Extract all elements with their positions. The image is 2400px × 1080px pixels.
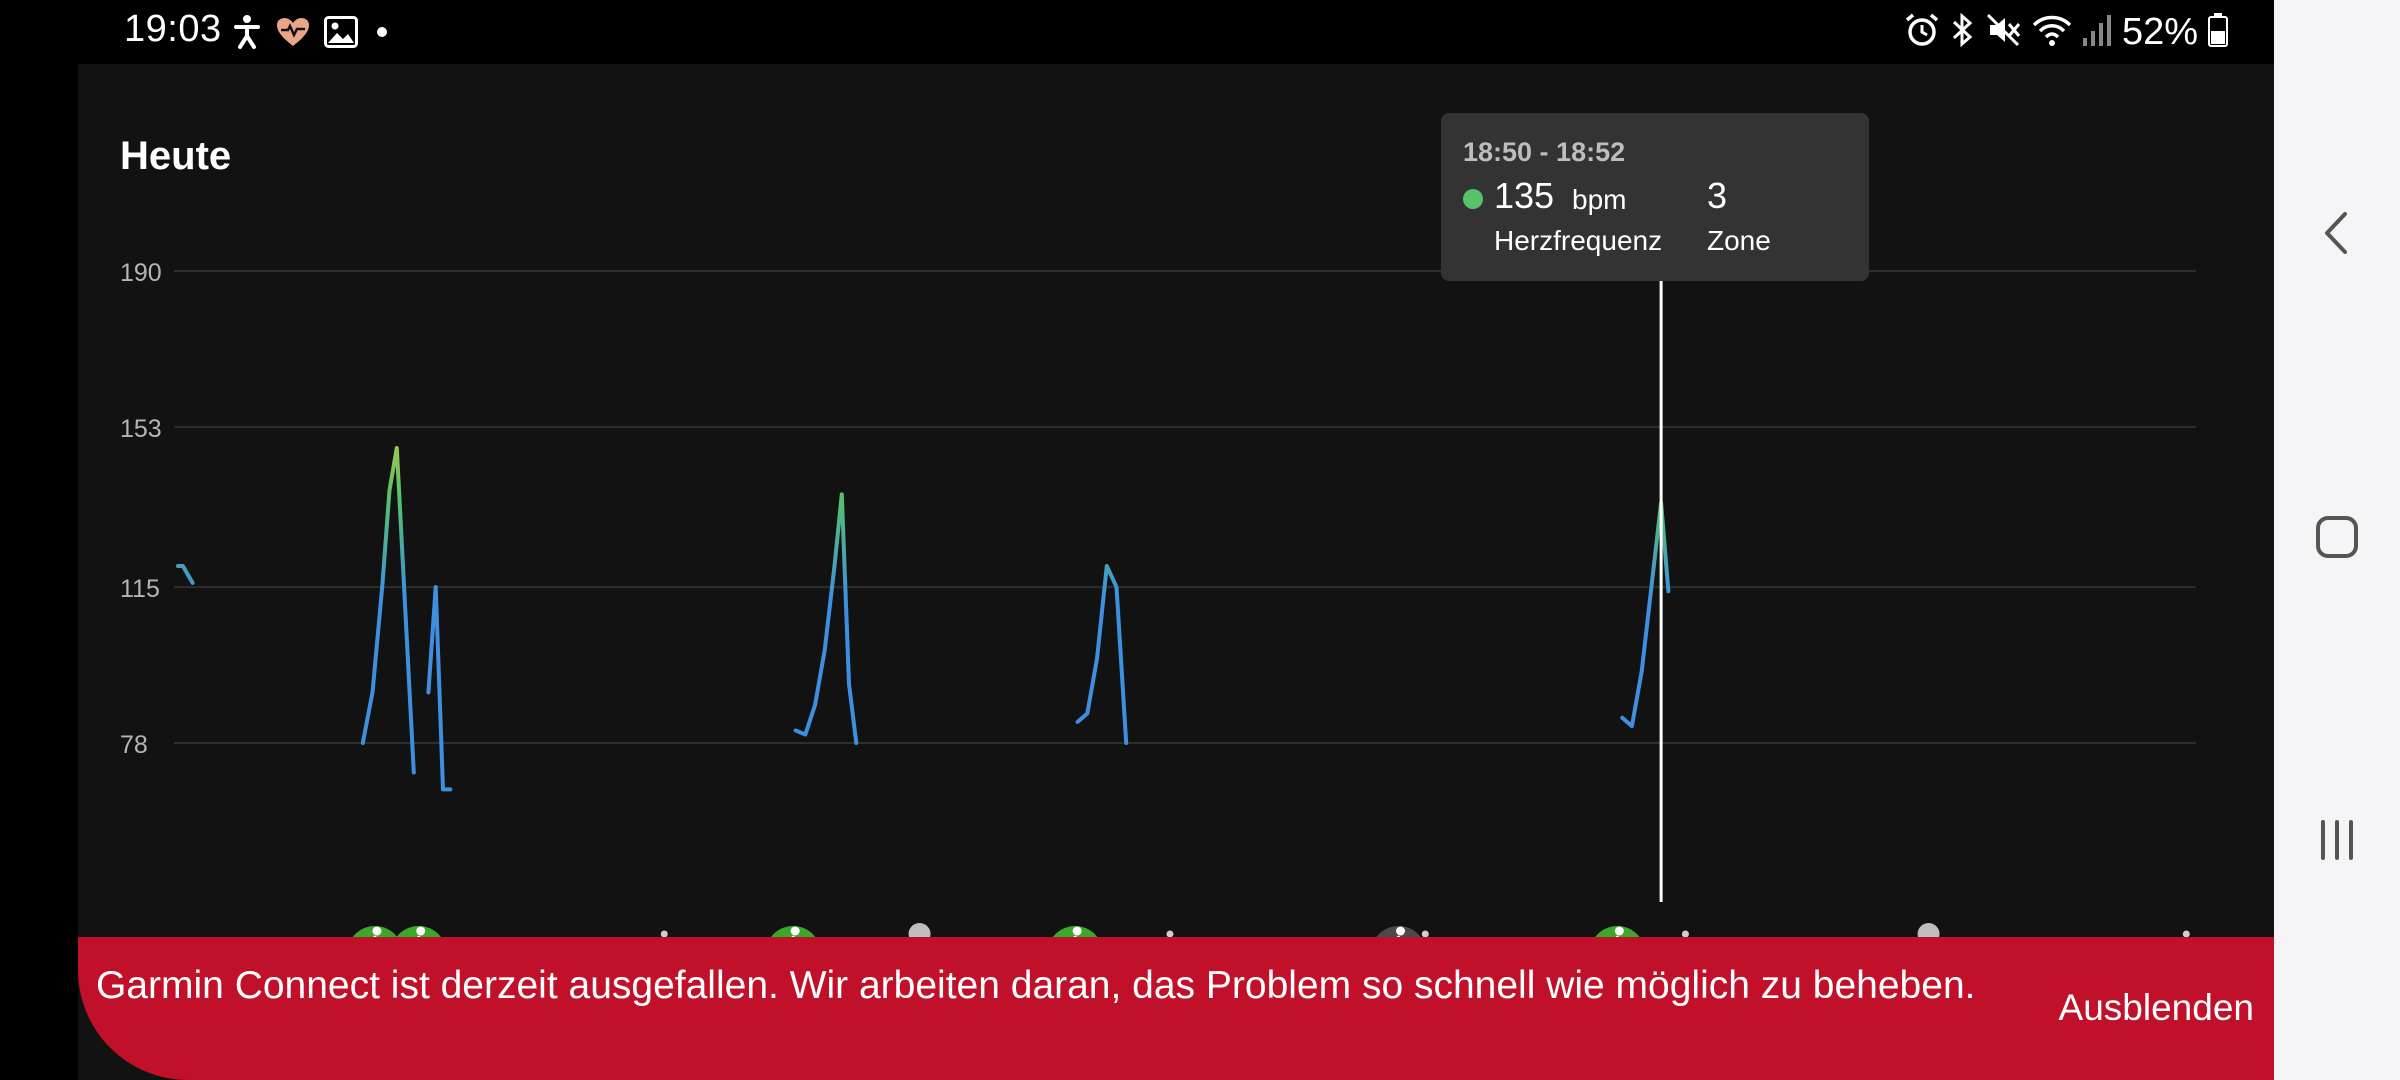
tooltip-unit: bpm: [1572, 184, 1627, 215]
y-tick-label: 115: [120, 575, 160, 603]
tooltip-heart-rate: 135: [1494, 175, 1555, 216]
status-left-icons: [232, 14, 392, 54]
timeline-dot: [2182, 930, 2190, 938]
error-banner-message: Garmin Connect ist derzeit ausgefallen. …: [96, 964, 1976, 1007]
battery-percent: 52%: [2121, 10, 2198, 53]
recent-apps-button[interactable]: [2297, 800, 2377, 880]
home-button[interactable]: [2297, 497, 2377, 577]
home-icon: [2316, 516, 2358, 558]
notification-dot-icon: [372, 22, 392, 47]
timeline-dot: [1166, 930, 1174, 938]
accessibility-icon: [232, 14, 262, 55]
chart-tooltip: 18:50 - 18:52 135 bpm Herzfrequenz 3 Zon…: [1441, 113, 1869, 281]
heart-rate-line: [1075, 564, 1129, 745]
error-banner: Garmin Connect ist derzeit ausgefallen. …: [78, 937, 2274, 1080]
wifi-icon: [2032, 13, 2072, 52]
timeline-dot: [660, 930, 668, 938]
tooltip-zone-dot-icon: [1463, 189, 1483, 209]
tooltip-zone-value: 3: [1707, 175, 1728, 216]
heart-rate-icon: [276, 17, 310, 52]
tooltip-time-range: 18:50 - 18:52: [1463, 137, 1626, 167]
heart-rate-line: [176, 564, 195, 585]
alarm-icon: [1904, 12, 1940, 53]
heart-rate-line: [360, 446, 416, 775]
bluetooth-icon: [1950, 12, 1976, 53]
back-button[interactable]: [2297, 193, 2377, 273]
y-tick-label: 78: [120, 731, 148, 759]
app-content: Heute 190 153 115 78 18:50 - 18:52 135 bpm …: [78, 64, 2274, 1080]
y-tick-label: 190: [120, 259, 162, 287]
status-right-icons: 52%: [1904, 10, 2274, 54]
page-title: Heute: [120, 134, 232, 178]
signal-icon: [2082, 14, 2112, 51]
back-icon: [2325, 212, 2347, 254]
timeline-dot: [1421, 930, 1429, 938]
recent-apps-icon: [2321, 820, 2353, 860]
mute-icon: [1986, 12, 2022, 53]
navigation-bar: [2274, 0, 2400, 1080]
status-bar: 19:03: [0, 0, 2274, 64]
battery-icon: [2208, 12, 2228, 52]
heart-rate-line: [793, 492, 859, 745]
tooltip-zone-label: Zone: [1707, 225, 1771, 256]
timeline-dot: [1681, 930, 1689, 938]
status-time: 19:03: [124, 8, 222, 50]
gallery-icon: [324, 15, 358, 53]
heart-rate-line: [426, 585, 453, 792]
dismiss-banner-button[interactable]: Ausblenden: [2058, 987, 2254, 1028]
y-tick-label: 153: [120, 415, 162, 443]
heart-rate-chart[interactable]: 190 153 115 78: [78, 64, 2274, 1080]
tooltip-heart-rate-label: Herzfrequenz: [1494, 225, 1663, 256]
